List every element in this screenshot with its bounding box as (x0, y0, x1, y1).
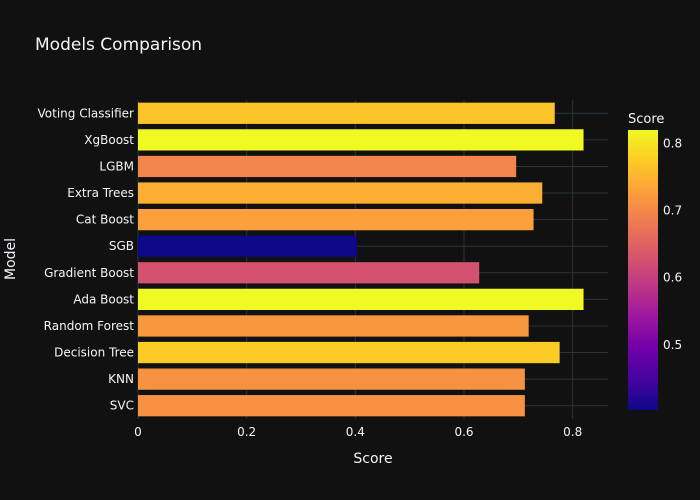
bar (138, 395, 525, 417)
bar (138, 129, 584, 151)
chart-title: Models Comparison (35, 35, 202, 55)
y-tick-label: Extra Trees (67, 186, 134, 200)
colorbar-tick-label: 0.8 (663, 136, 682, 150)
bar (138, 368, 525, 390)
colorbar-tick-label: 0.7 (663, 204, 682, 218)
colorbar: Score 0.5 0.6 0.7 0.8 (628, 112, 682, 410)
y-tick-label: Voting Classifier (38, 106, 135, 120)
bar (138, 208, 534, 231)
bar (138, 262, 480, 284)
y-tick-label: Ada Boost (73, 292, 134, 306)
colorbar-ticks: 0.5 0.6 0.7 0.8 (663, 136, 682, 351)
y-tick-label: SVC (110, 399, 134, 413)
y-tick-label: Random Forest (44, 319, 135, 333)
y-tick-label: Cat Boost (76, 213, 134, 227)
bar (138, 182, 543, 204)
bars (138, 102, 584, 417)
bar (138, 102, 555, 124)
y-tick-label: Gradient Boost (44, 266, 134, 280)
colorbar-tick-label: 0.6 (663, 271, 682, 285)
bar (138, 315, 529, 337)
y-tick-label: XgBoost (84, 133, 134, 147)
x-tick-label: 0.8 (563, 425, 582, 439)
colorbar-title: Score (628, 112, 664, 127)
y-tick-label: SGB (109, 239, 134, 253)
x-axis-ticks: 0 0.2 0.4 0.6 0.8 (134, 425, 582, 439)
x-tick-label: 0.4 (346, 425, 365, 439)
x-tick-label: 0.2 (237, 425, 256, 439)
bar (138, 288, 584, 311)
y-axis-title: Model (3, 238, 19, 280)
x-axis-title: Score (353, 451, 392, 467)
x-tick-label: 0 (134, 425, 142, 439)
y-tick-label: KNN (108, 372, 134, 386)
x-tick-label: 0.6 (454, 425, 473, 439)
y-axis-ticks: SVC KNN Decision Tree Random Forest Ada Boos… (38, 106, 135, 412)
bar (138, 341, 560, 364)
bar (138, 155, 517, 178)
y-tick-label: Decision Tree (54, 346, 134, 360)
colorbar-scale (628, 130, 658, 410)
y-tick-label: LGBM (99, 159, 134, 173)
colorbar-tick-label: 0.5 (663, 338, 682, 352)
bar (138, 235, 357, 257)
